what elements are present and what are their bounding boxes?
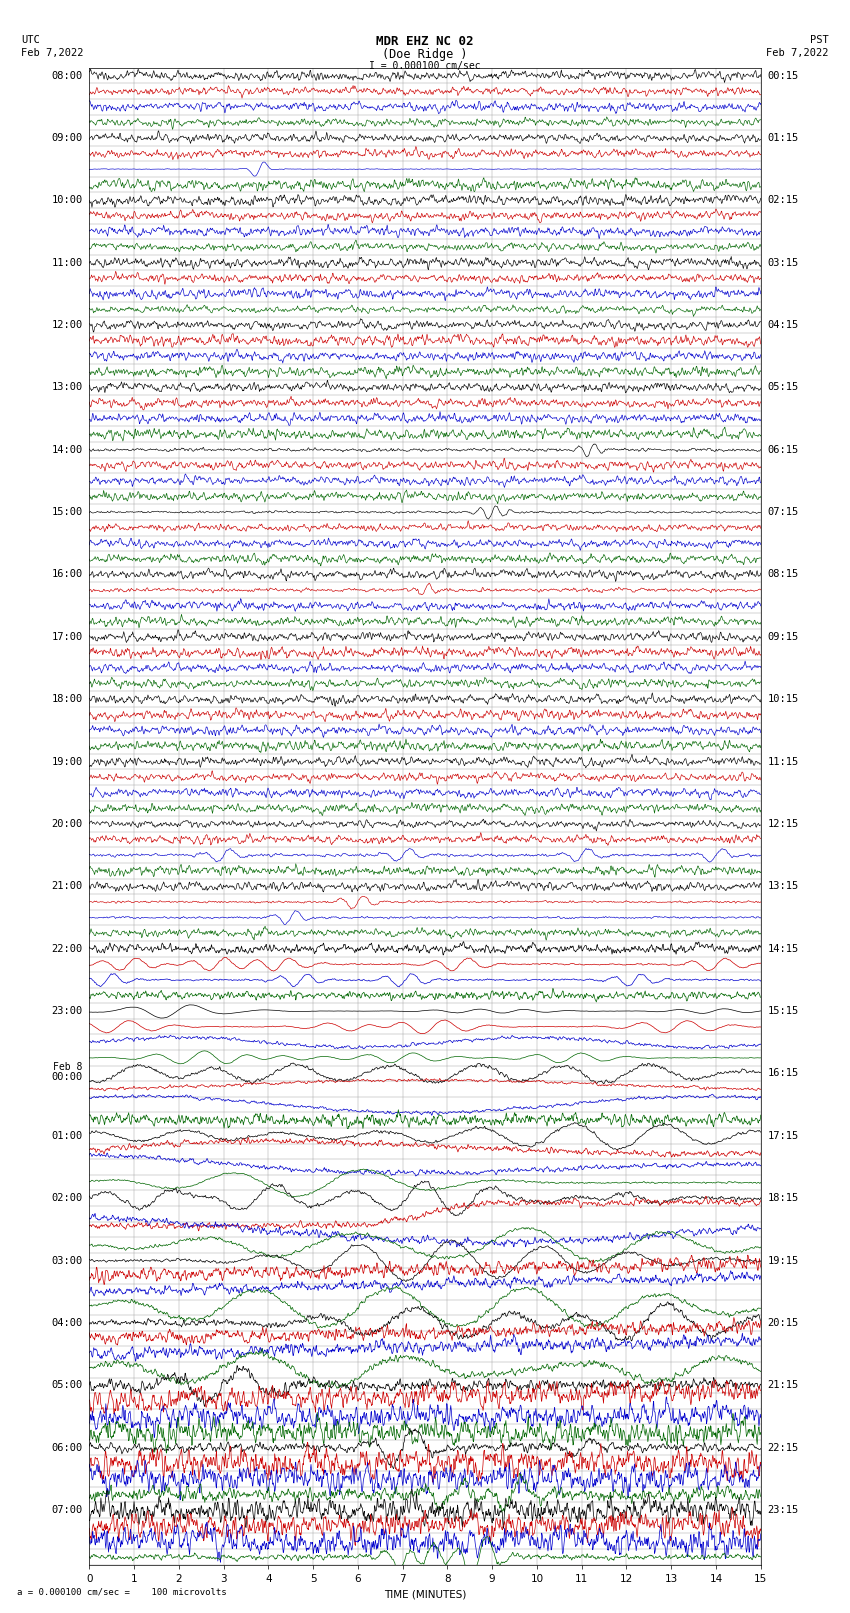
Text: 19:00: 19:00	[51, 756, 82, 766]
Text: 16:00: 16:00	[51, 569, 82, 579]
Text: 11:15: 11:15	[768, 756, 799, 766]
Text: Feb 8: Feb 8	[54, 1063, 82, 1073]
Text: 13:15: 13:15	[768, 881, 799, 892]
Text: 15:15: 15:15	[768, 1007, 799, 1016]
Text: 19:15: 19:15	[768, 1255, 799, 1266]
Text: 05:00: 05:00	[51, 1381, 82, 1390]
Text: 23:15: 23:15	[768, 1505, 799, 1515]
Text: 04:00: 04:00	[51, 1318, 82, 1327]
Text: 20:00: 20:00	[51, 819, 82, 829]
Text: 08:00: 08:00	[51, 71, 82, 81]
Text: (Doe Ridge ): (Doe Ridge )	[382, 48, 468, 61]
Text: 03:15: 03:15	[768, 258, 799, 268]
Text: Feb 7,2022: Feb 7,2022	[21, 48, 84, 58]
Text: 20:15: 20:15	[768, 1318, 799, 1327]
X-axis label: TIME (MINUTES): TIME (MINUTES)	[384, 1589, 466, 1598]
Text: 14:00: 14:00	[51, 445, 82, 455]
Text: 18:00: 18:00	[51, 694, 82, 705]
Text: a = 0.000100 cm/sec =    100 microvolts: a = 0.000100 cm/sec = 100 microvolts	[17, 1587, 227, 1597]
Text: 11:00: 11:00	[51, 258, 82, 268]
Text: 09:00: 09:00	[51, 132, 82, 144]
Text: 22:00: 22:00	[51, 944, 82, 953]
Text: MDR EHZ NC 02: MDR EHZ NC 02	[377, 35, 473, 48]
Text: 15:00: 15:00	[51, 506, 82, 518]
Text: 14:15: 14:15	[768, 944, 799, 953]
Text: 07:15: 07:15	[768, 506, 799, 518]
Text: 18:15: 18:15	[768, 1194, 799, 1203]
Text: 01:00: 01:00	[51, 1131, 82, 1140]
Text: 17:15: 17:15	[768, 1131, 799, 1140]
Text: 00:15: 00:15	[768, 71, 799, 81]
Text: 22:15: 22:15	[768, 1442, 799, 1453]
Text: 21:00: 21:00	[51, 881, 82, 892]
Text: 12:15: 12:15	[768, 819, 799, 829]
Text: Feb 7,2022: Feb 7,2022	[766, 48, 829, 58]
Text: 08:15: 08:15	[768, 569, 799, 579]
Text: 04:15: 04:15	[768, 319, 799, 331]
Text: 23:00: 23:00	[51, 1007, 82, 1016]
Text: 01:15: 01:15	[768, 132, 799, 144]
Text: 17:00: 17:00	[51, 632, 82, 642]
Text: 00:00: 00:00	[51, 1071, 82, 1082]
Text: 12:00: 12:00	[51, 319, 82, 331]
Text: 21:15: 21:15	[768, 1381, 799, 1390]
Text: I = 0.000100 cm/sec: I = 0.000100 cm/sec	[369, 61, 481, 71]
Text: 13:00: 13:00	[51, 382, 82, 392]
Text: 05:15: 05:15	[768, 382, 799, 392]
Text: 06:15: 06:15	[768, 445, 799, 455]
Text: 02:15: 02:15	[768, 195, 799, 205]
Text: 16:15: 16:15	[768, 1068, 799, 1079]
Text: PST: PST	[810, 35, 829, 45]
Text: 10:15: 10:15	[768, 694, 799, 705]
Text: 10:00: 10:00	[51, 195, 82, 205]
Text: UTC: UTC	[21, 35, 40, 45]
Text: 06:00: 06:00	[51, 1442, 82, 1453]
Text: 09:15: 09:15	[768, 632, 799, 642]
Text: 03:00: 03:00	[51, 1255, 82, 1266]
Text: 07:00: 07:00	[51, 1505, 82, 1515]
Text: 02:00: 02:00	[51, 1194, 82, 1203]
